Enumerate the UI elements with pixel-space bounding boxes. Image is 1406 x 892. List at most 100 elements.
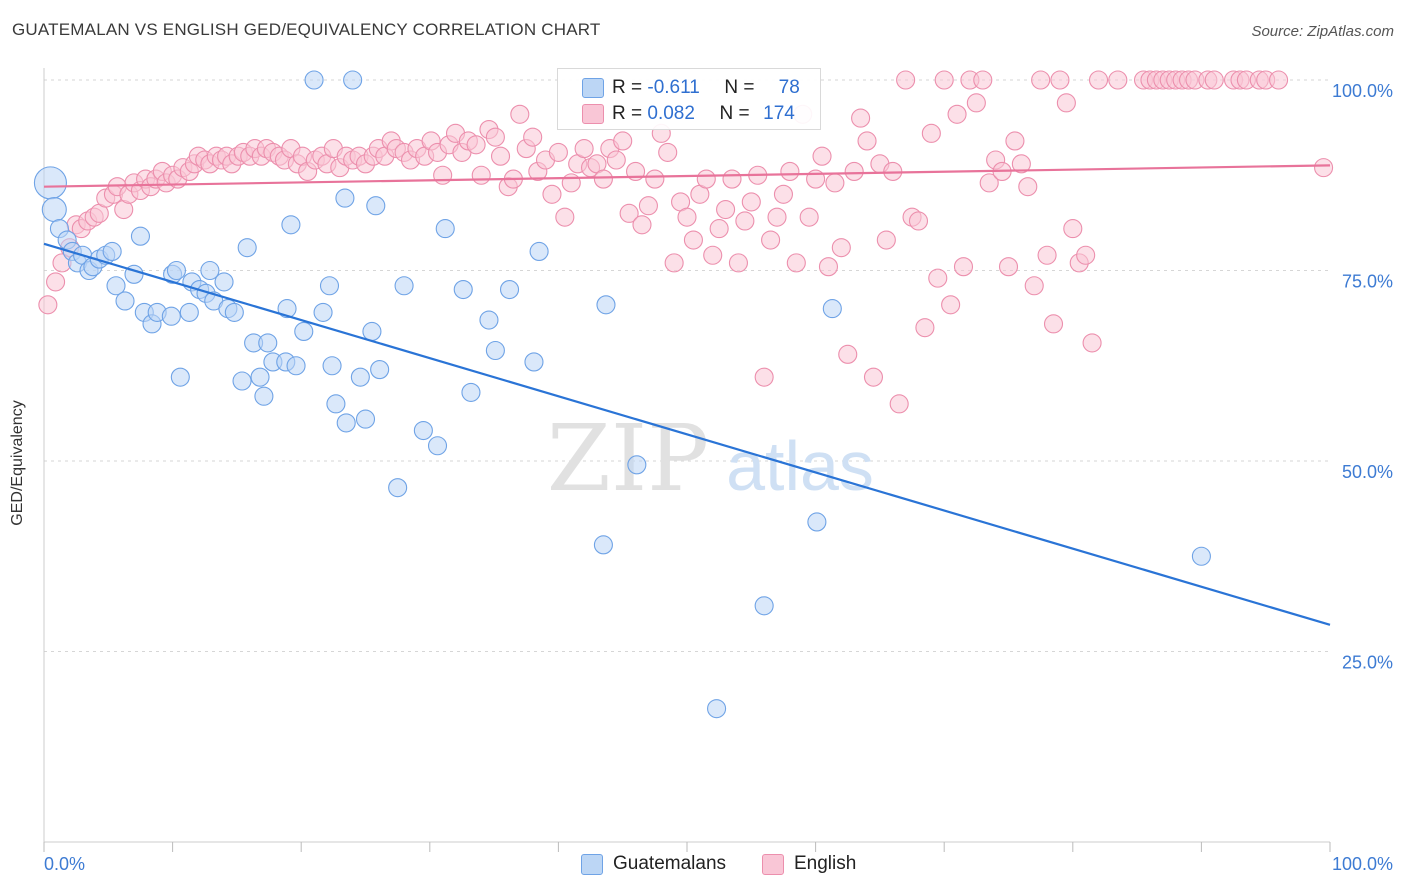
english-point (1005, 131, 1025, 151)
english-point (1063, 219, 1083, 239)
y-tick-label: 25.0% (1342, 653, 1393, 673)
guatemalan-point (286, 356, 306, 376)
english-point (466, 135, 486, 155)
guatemalan-point (304, 70, 324, 90)
guatemalan-point (627, 455, 647, 475)
series-label-guatemalans: Guatemalans (613, 853, 727, 874)
english-point (838, 344, 858, 364)
english-point (908, 211, 929, 231)
english-point (542, 184, 562, 204)
guatemalan-point (388, 478, 408, 498)
watermark-zip: ZIP (547, 405, 709, 512)
guatemalan-point (214, 272, 234, 292)
y-axis-label: GED/Equivalency (9, 400, 26, 526)
y-tick-label: 75.0% (1342, 272, 1393, 292)
legend-swatch-guatemalans (582, 78, 604, 98)
guatemalan-point (370, 360, 390, 380)
guatemalan-point (427, 436, 448, 456)
english-point (812, 146, 832, 166)
english-point (934, 70, 954, 90)
english-point (767, 207, 787, 227)
guatemalan-point (529, 241, 549, 261)
series-label-english: English (794, 853, 857, 874)
english-point (683, 230, 703, 250)
legend-r-value: 0.082 (647, 103, 695, 124)
series-swatch-english (762, 854, 784, 875)
english-point (593, 169, 613, 189)
english-point (561, 173, 581, 193)
english-point (998, 257, 1019, 277)
guatemalan-point (362, 321, 382, 342)
english-point (857, 131, 877, 151)
english-point (574, 139, 594, 159)
english-point (973, 70, 993, 90)
legend-n-label: N = (719, 103, 755, 124)
guatemalan-point (232, 371, 252, 391)
guatemalan-point (394, 276, 414, 296)
english-point (38, 295, 58, 315)
english-point (1031, 70, 1051, 90)
series-swatch-guatemalans (581, 854, 603, 875)
guatemalan-point (355, 409, 376, 429)
guatemalan-point (807, 512, 827, 532)
guatemalan-point (499, 279, 520, 300)
english-point (658, 142, 678, 162)
english-point (818, 257, 839, 277)
trend-layer (43, 164, 1331, 626)
english-point (1082, 333, 1102, 353)
english-point (953, 257, 974, 277)
english-point (722, 169, 742, 189)
english-point (941, 295, 961, 315)
guatemalan-point (336, 413, 356, 433)
english-point (1043, 314, 1064, 334)
legend-r-label: R = (612, 103, 648, 124)
guatemalan-point (254, 386, 274, 406)
points-layer (33, 70, 1334, 719)
english-point (606, 150, 626, 170)
legend-r-value: -0.611 (647, 77, 700, 98)
guatemalan-point (707, 699, 727, 719)
guatemalan-point (1191, 546, 1211, 566)
guatemalan-point (596, 295, 616, 315)
guatemalan-point (258, 333, 278, 353)
guatemalan-point (453, 279, 473, 300)
legend-n-value: 174 (763, 103, 795, 124)
english-point (677, 207, 697, 227)
guatemalan-point (166, 260, 187, 281)
english-point (645, 169, 665, 189)
english-point (46, 272, 66, 292)
english-point (1056, 93, 1076, 113)
english-point (851, 108, 871, 128)
english-point (761, 230, 781, 250)
guatemalan-trend-line (43, 242, 1331, 626)
english-point (1018, 177, 1038, 197)
guatemalan-point (161, 306, 181, 326)
guatemalan-point (319, 276, 340, 296)
guatemalan-point (33, 166, 67, 200)
english-point (1204, 70, 1224, 90)
english-point (1108, 70, 1128, 90)
english-point (510, 104, 530, 124)
english-point (966, 93, 986, 113)
english-point (1037, 245, 1057, 265)
guatemalan-point (106, 276, 126, 296)
english-point (825, 173, 845, 193)
guatemalan-point (461, 382, 481, 402)
english-point (876, 230, 896, 250)
english-point (716, 199, 736, 220)
english-point (780, 161, 800, 181)
guatemalan-point (277, 299, 297, 319)
guatemalan-point (326, 394, 346, 414)
guatemalan-point (350, 367, 370, 387)
english-point (523, 127, 543, 147)
english-point (485, 127, 505, 147)
guatemalan-point (366, 196, 386, 216)
english-point (979, 173, 999, 193)
guatemalan-point (822, 299, 842, 319)
english-trend-line (43, 164, 1331, 188)
english-point (831, 238, 851, 258)
english-point (490, 146, 511, 166)
english-point (741, 192, 761, 212)
legend-r-label: R = (612, 77, 648, 98)
english-point (1050, 70, 1070, 90)
